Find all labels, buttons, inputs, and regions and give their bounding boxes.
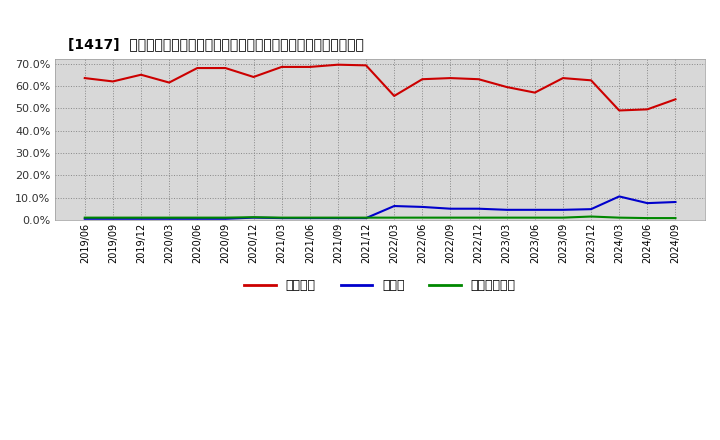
- Legend: 自己資本, のれん, 繰延税金資産: 自己資本, のれん, 繰延税金資産: [240, 274, 521, 297]
- Text: [1417]  自己資本、のれん、繰延税金資産の総資産に対する比率の推移: [1417] 自己資本、のれん、繰延税金資産の総資産に対する比率の推移: [68, 37, 364, 51]
